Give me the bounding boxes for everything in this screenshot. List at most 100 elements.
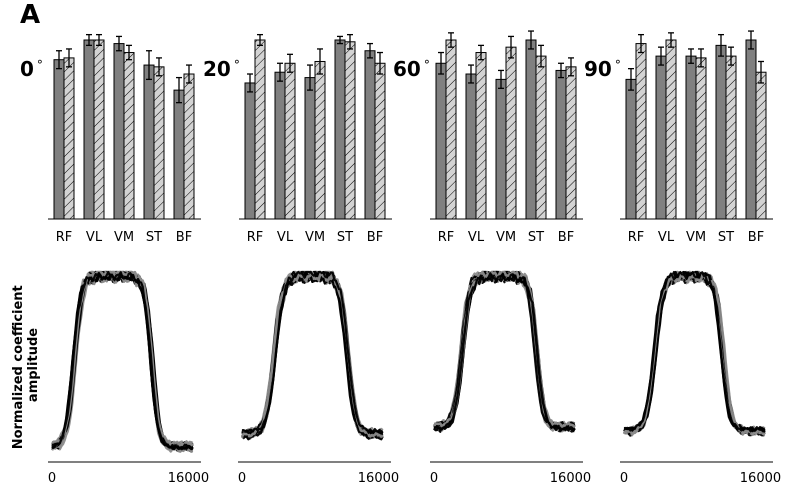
bar-vl-hatched	[93, 39, 105, 220]
bar-bf-solid	[173, 89, 185, 220]
bar-st-hatched	[153, 66, 165, 220]
x-tick-label-start: 0	[430, 471, 438, 486]
degree-symbol: °	[615, 58, 621, 72]
bar-bf-hatched	[755, 71, 767, 220]
curve-black	[51, 270, 194, 451]
x-tick-label: VM	[305, 230, 325, 245]
curve-gray	[241, 270, 384, 436]
y-axis-label-line1: Normalized coefficient	[11, 285, 26, 449]
x-tick-label-end: 16000	[358, 471, 399, 486]
curve-gray	[50, 270, 194, 447]
bar-panel-0: 0 ° RF VL VM ST BF	[20, 33, 201, 245]
curve-black	[433, 272, 576, 432]
x-tick-label-start: 0	[48, 471, 56, 486]
angle-label: 90 °	[584, 57, 621, 81]
bar-vl-solid	[274, 71, 286, 220]
x-tick-label: VM	[686, 230, 706, 245]
bar-rf-hatched	[254, 39, 266, 220]
bar-bf-solid	[364, 50, 376, 220]
curve-black	[241, 271, 383, 437]
bar-rf-hatched	[445, 39, 457, 220]
curve-black	[241, 271, 384, 437]
bar-vl-hatched	[475, 52, 487, 220]
y-axis-label-line2: amplitude	[26, 328, 41, 402]
bar-rf-solid	[435, 62, 447, 220]
x-tick-label: VL	[658, 230, 675, 245]
bar-vm-hatched	[505, 46, 517, 220]
x-tick-label: VL	[277, 230, 294, 245]
curve-black	[242, 270, 384, 435]
x-tick-label-start: 0	[238, 471, 246, 486]
degree-symbol: °	[424, 58, 430, 72]
bar-rf-solid	[625, 78, 637, 220]
curve-black	[241, 270, 384, 437]
bar-panel-2: 60 ° RF VL VM ST BF	[393, 30, 583, 245]
bar-vl-hatched	[665, 39, 677, 220]
bar-vm-hatched	[123, 52, 135, 220]
x-tick-label: ST	[718, 230, 734, 245]
bar-rf-hatched	[635, 43, 647, 220]
bar-st-hatched	[535, 55, 547, 220]
bar-st-solid	[143, 64, 155, 220]
bar-rf-solid	[53, 59, 65, 220]
x-tick-label: BF	[367, 230, 383, 245]
x-tick-label: RF	[628, 230, 645, 245]
bar-st-hatched	[344, 41, 356, 220]
bar-st-solid	[715, 44, 727, 220]
x-tick-label: ST	[337, 230, 353, 245]
line-panel-0: 0 16000	[48, 270, 209, 486]
bar-panel-1: 20 ° RF VL VM ST BF	[203, 33, 392, 245]
panel-label: A	[20, 0, 40, 30]
x-tick-label: VL	[86, 230, 103, 245]
angle-label: 0 °	[20, 57, 43, 81]
x-tick-label: RF	[438, 230, 455, 245]
x-tick-label-end: 16000	[740, 471, 781, 486]
bar-bf-solid	[745, 39, 757, 220]
bar-st-hatched	[725, 55, 737, 220]
x-tick-label-start: 0	[620, 471, 628, 486]
bar-rf-hatched	[63, 57, 75, 220]
bar-vm-solid	[113, 43, 125, 220]
curve-black	[623, 270, 766, 433]
x-tick-label: VM	[496, 230, 516, 245]
bar-vm-hatched	[695, 57, 707, 220]
line-panel-1: 0 16000	[238, 270, 399, 486]
x-tick-label: VL	[468, 230, 485, 245]
bar-vl-solid	[465, 73, 477, 220]
bar-vl-solid	[83, 39, 95, 220]
bar-vm-solid	[685, 55, 697, 220]
bar-vl-solid	[655, 55, 667, 220]
x-tick-label-end: 16000	[550, 471, 591, 486]
bar-vl-hatched	[284, 62, 296, 220]
curve-gray	[241, 270, 384, 434]
bar-bf-solid	[555, 69, 567, 220]
x-tick-label: BF	[558, 230, 574, 245]
bar-bf-hatched	[374, 62, 386, 220]
x-tick-label: ST	[528, 230, 544, 245]
x-tick-label: RF	[56, 230, 73, 245]
y-axis-label: Normalized coefficient amplitude	[11, 281, 41, 450]
x-tick-label: RF	[247, 230, 264, 245]
bar-st-solid	[525, 39, 537, 220]
degree-symbol: °	[37, 58, 43, 72]
x-tick-label-end: 16000	[168, 471, 209, 486]
curve-black	[241, 270, 384, 435]
x-tick-label: BF	[748, 230, 764, 245]
line-panels: 0 16000 0 16000 0 16000 0 16000	[48, 270, 781, 486]
bar-vm-hatched	[314, 60, 326, 220]
x-tick-label: ST	[146, 230, 162, 245]
line-panel-3: 0 16000	[620, 270, 781, 486]
degree-symbol: °	[234, 58, 240, 72]
bar-rf-solid	[244, 82, 256, 220]
bar-bf-hatched	[183, 73, 195, 220]
bar-vm-solid	[495, 78, 507, 220]
bar-panel-3: 90 ° RF VL VM ST BF	[584, 30, 773, 245]
angle-label: 60 °	[393, 57, 430, 81]
bar-bf-hatched	[565, 66, 577, 220]
bar-st-solid	[334, 39, 346, 220]
line-panel-2: 0 16000	[430, 270, 591, 486]
x-tick-label: VM	[114, 230, 134, 245]
x-tick-label: BF	[176, 230, 192, 245]
